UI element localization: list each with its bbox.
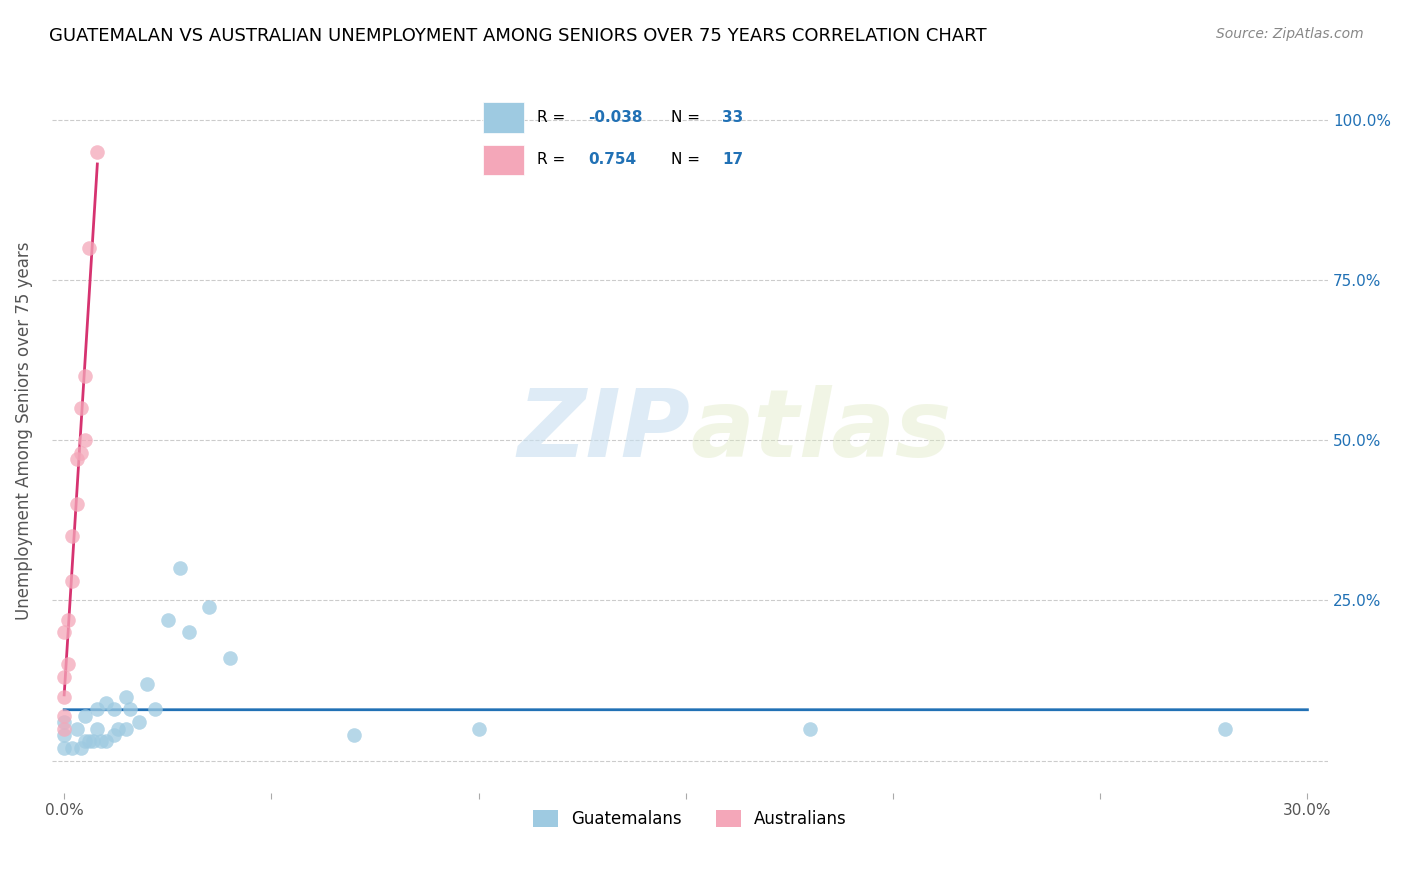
Text: Source: ZipAtlas.com: Source: ZipAtlas.com: [1216, 27, 1364, 41]
Text: GUATEMALAN VS AUSTRALIAN UNEMPLOYMENT AMONG SENIORS OVER 75 YEARS CORRELATION CH: GUATEMALAN VS AUSTRALIAN UNEMPLOYMENT AM…: [49, 27, 987, 45]
Point: [73, 369, 96, 384]
Point: [128, 715, 150, 730]
Point: [53, 690, 76, 704]
Point: [77, 734, 100, 748]
Text: atlas: atlas: [690, 384, 952, 476]
Point: [107, 722, 129, 736]
Point: [77, 241, 100, 255]
Point: [86, 722, 108, 736]
Point: [115, 722, 138, 736]
Point: [86, 702, 108, 716]
Point: [103, 702, 125, 716]
Point: [799, 722, 821, 736]
Point: [53, 625, 76, 640]
Point: [94, 734, 117, 748]
Point: [62, 574, 84, 589]
Point: [1213, 722, 1236, 736]
Point: [177, 625, 200, 640]
Point: [120, 702, 142, 716]
Point: [143, 702, 166, 716]
Point: [53, 708, 76, 723]
Point: [90, 734, 112, 748]
Point: [103, 728, 125, 742]
Text: ZIP: ZIP: [517, 384, 690, 476]
Point: [198, 599, 221, 614]
Point: [156, 613, 179, 627]
Point: [136, 676, 159, 690]
Point: [53, 715, 76, 730]
Legend: Guatemalans, Australians: Guatemalans, Australians: [527, 804, 853, 835]
Point: [343, 728, 366, 742]
Point: [62, 740, 84, 755]
Point: [115, 690, 138, 704]
Point: [53, 722, 76, 736]
Point: [69, 446, 91, 460]
Point: [62, 529, 84, 543]
Point: [86, 145, 108, 159]
Point: [69, 740, 91, 755]
Point: [58, 657, 80, 672]
Point: [73, 734, 96, 748]
Y-axis label: Unemployment Among Seniors over 75 years: Unemployment Among Seniors over 75 years: [15, 242, 32, 620]
Point: [58, 613, 80, 627]
Point: [65, 497, 87, 511]
Point: [467, 722, 489, 736]
Point: [169, 561, 191, 575]
Point: [65, 722, 87, 736]
Point: [65, 452, 87, 467]
Point: [73, 433, 96, 447]
Point: [53, 740, 76, 755]
Point: [53, 670, 76, 684]
Point: [82, 734, 104, 748]
Point: [94, 696, 117, 710]
Point: [73, 708, 96, 723]
Point: [53, 728, 76, 742]
Point: [219, 651, 242, 665]
Point: [69, 401, 91, 416]
